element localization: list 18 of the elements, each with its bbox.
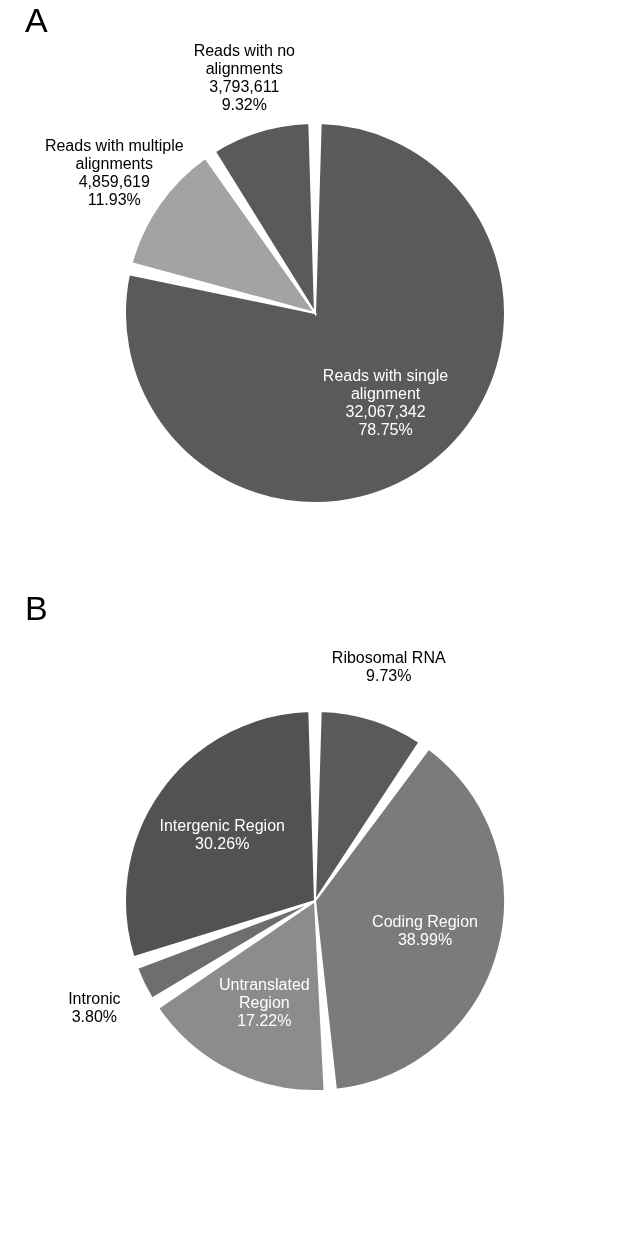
chart-title: B bbox=[25, 589, 48, 627]
slice-label: Untranslated Region bbox=[218, 976, 310, 1012]
slice-label: Reads with multiple alignments bbox=[44, 136, 184, 172]
data-label: 3,793,611 9.32% bbox=[209, 78, 280, 114]
slice-label: Reads with no alignments bbox=[193, 42, 296, 78]
slice-label: Intergenic Region bbox=[159, 816, 285, 834]
data-label: 3.80% bbox=[71, 1007, 118, 1025]
slice-label: Ribosomal RNA bbox=[331, 649, 446, 667]
data-label: 32,067,342 78.75% bbox=[345, 402, 426, 438]
chart-title: A bbox=[25, 1, 48, 39]
slice-label: Coding Region bbox=[372, 912, 478, 930]
slice-label: Reads with single alignment bbox=[322, 366, 449, 402]
data-label: 38.99% bbox=[397, 930, 453, 948]
data-label: 30.26% bbox=[195, 834, 250, 852]
data-label: 4,859,619 11.93% bbox=[78, 172, 150, 208]
data-label: 17.22% bbox=[237, 1012, 292, 1030]
slice-label: Intronic bbox=[68, 989, 121, 1007]
data-label: 9.73% bbox=[366, 667, 412, 685]
